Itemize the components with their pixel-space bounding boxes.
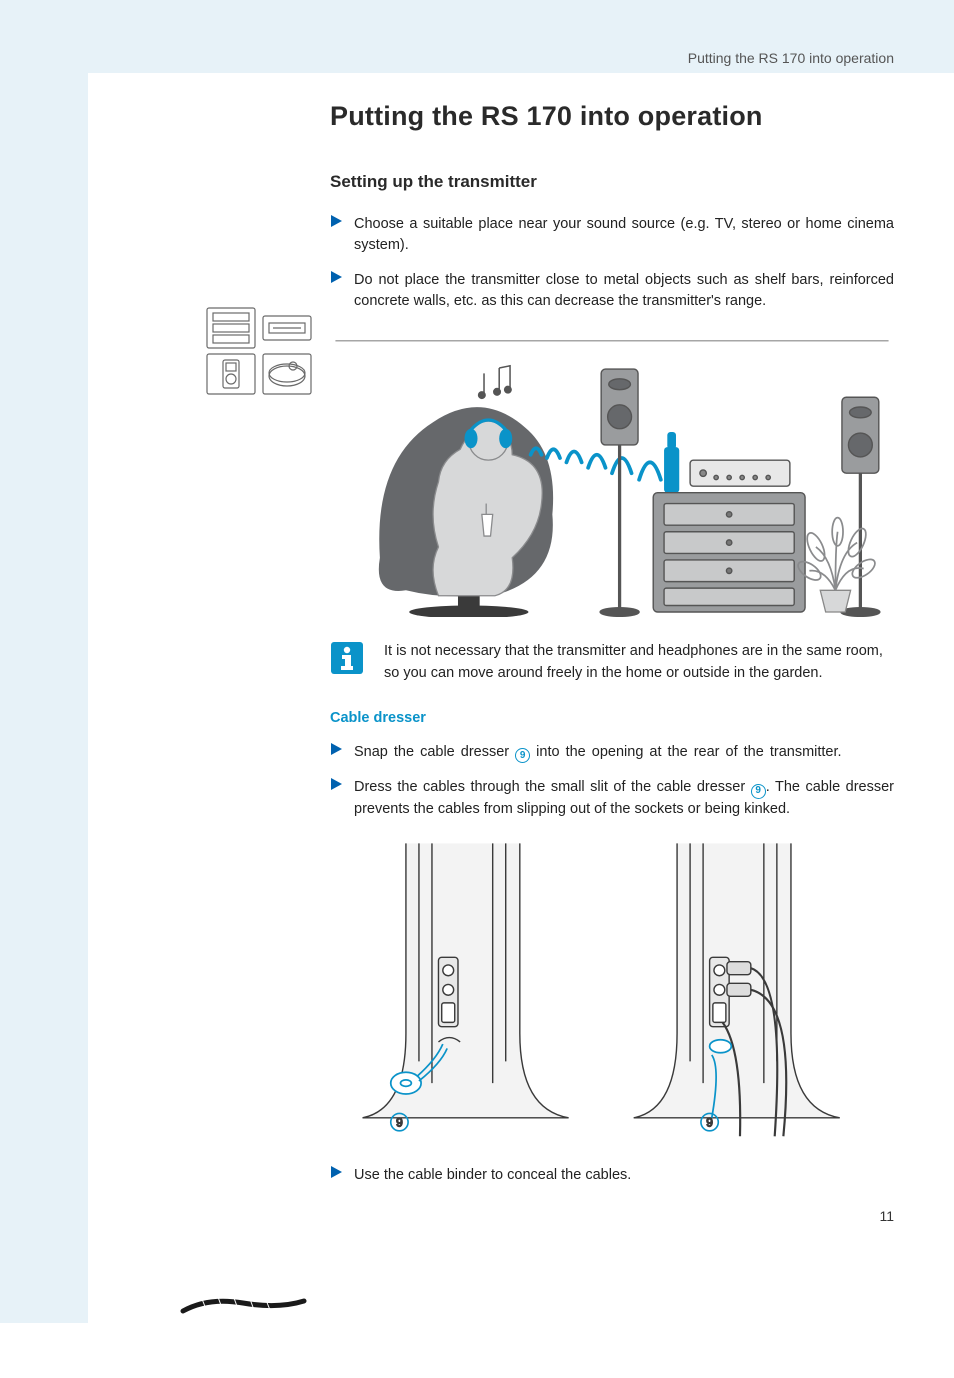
bullet-text: Do not place the transmitter close to me…: [354, 270, 894, 312]
chapter-reference: Putting the RS 170 into operation: [688, 50, 894, 66]
bullet-item: Choose a suitable place near your sound …: [330, 214, 894, 256]
triangle-bullet-icon: [330, 270, 354, 284]
page-number: 11: [879, 1208, 894, 1224]
reference-marker: 9: [515, 748, 530, 763]
bullet-item: Use the cable binder to conceal the cabl…: [330, 1165, 894, 1186]
bullet-text: Choose a suitable place near your sound …: [354, 214, 894, 256]
section-heading: Setting up the transmitter: [330, 172, 894, 192]
page-title: Putting the RS 170 into operation: [330, 101, 894, 132]
bullet-text: Use the cable binder to conceal the cabl…: [354, 1165, 631, 1186]
bullet-item: Do not place the transmitter close to me…: [330, 270, 894, 312]
info-note: It is not necessary that the transmitter…: [330, 641, 894, 683]
triangle-bullet-icon: [330, 214, 354, 228]
cable-binder-illustration: [178, 1289, 308, 1324]
bullet-item: Snap the cable dresser 9 into the openin…: [330, 742, 894, 764]
cable-dresser-illustration: 9: [330, 838, 894, 1142]
bullet-item: Dress the cables through the small slit …: [330, 777, 894, 820]
bullet-text: Dress the cables through the small slit …: [354, 777, 894, 820]
triangle-bullet-icon: [330, 777, 354, 791]
room-illustration: [330, 330, 894, 617]
sound-sources-grid-illustration: [205, 306, 315, 401]
triangle-bullet-icon: [330, 742, 354, 756]
cable-dresser-label: Cable dresser: [330, 710, 894, 726]
info-icon: [330, 641, 370, 680]
info-text: It is not necessary that the transmitter…: [384, 641, 894, 683]
reference-marker: 9: [751, 784, 766, 799]
header-band: Putting the RS 170 into operation: [0, 0, 954, 73]
svg-text:9: 9: [706, 1115, 713, 1129]
bullet-text: Snap the cable dresser 9 into the openin…: [354, 742, 842, 764]
svg-text:9: 9: [396, 1115, 403, 1129]
triangle-bullet-icon: [330, 1165, 354, 1179]
